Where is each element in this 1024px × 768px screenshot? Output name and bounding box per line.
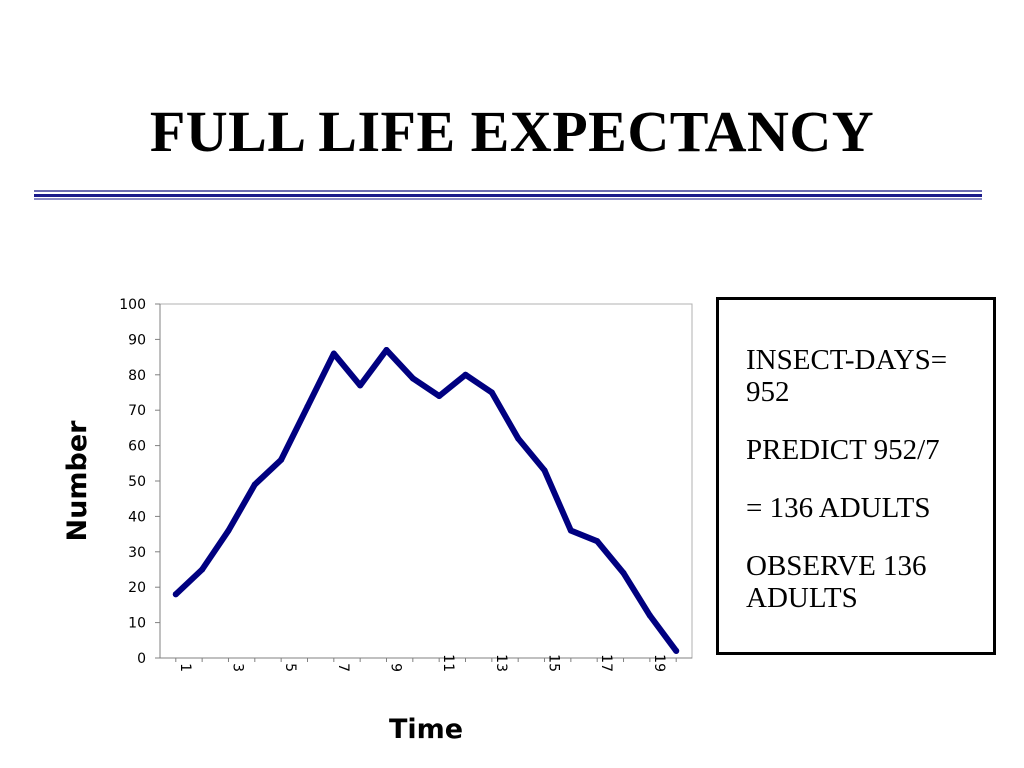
x-tick-label: 17 xyxy=(598,654,614,672)
title-rule xyxy=(34,190,982,200)
info-line-insect-days: INSECT-DAYS= 952 xyxy=(746,344,948,408)
y-tick-label: 20 xyxy=(128,580,146,596)
y-tick-label: 60 xyxy=(128,439,146,455)
data-point xyxy=(225,527,232,534)
data-point xyxy=(330,350,337,357)
x-tick-label: 15 xyxy=(546,654,562,672)
data-point xyxy=(541,467,548,474)
x-tick-label: 7 xyxy=(335,663,351,672)
data-point xyxy=(409,375,416,382)
y-tick-label: 0 xyxy=(137,651,146,667)
data-point xyxy=(251,481,258,488)
data-point xyxy=(172,591,179,598)
x-tick-label: 11 xyxy=(440,654,456,672)
data-point xyxy=(620,570,627,577)
data-point xyxy=(199,566,206,573)
x-tick-label: 3 xyxy=(229,663,245,672)
y-tick-label: 100 xyxy=(119,297,146,313)
data-point xyxy=(567,527,574,534)
info-box: INSECT-DAYS= 952 PREDICT 952/7 = 136 ADU… xyxy=(716,297,996,655)
data-point xyxy=(304,403,311,410)
data-point xyxy=(383,347,390,354)
slide-title: FULL LIFE EXPECTANCY xyxy=(149,99,875,164)
y-tick-label: 10 xyxy=(128,616,146,632)
data-point xyxy=(646,612,653,619)
info-line-predict: PREDICT 952/7 xyxy=(746,434,940,466)
data-point xyxy=(594,538,601,545)
info-line-adults: = 136 ADULTS xyxy=(746,492,931,524)
y-tick-label: 50 xyxy=(128,474,146,490)
y-tick-label: 70 xyxy=(128,403,146,419)
plot-area xyxy=(159,303,693,659)
series-line xyxy=(172,347,680,654)
data-point xyxy=(462,371,469,378)
x-tick-label: 9 xyxy=(387,663,403,672)
y-tick-label: 90 xyxy=(128,332,146,348)
info-line-observe: OBSERVE 136 ADULTS xyxy=(746,550,927,614)
x-tick-label: 1 xyxy=(177,663,193,672)
y-tick-label: 80 xyxy=(128,368,146,384)
data-point xyxy=(488,389,495,396)
x-tick-label: 19 xyxy=(651,654,667,672)
data-point xyxy=(515,435,522,442)
y-tick-label: 40 xyxy=(128,509,146,525)
data-point xyxy=(278,456,285,463)
y-axis-label: Number xyxy=(62,420,93,542)
x-axis-label: Time xyxy=(389,714,463,745)
y-tick-label: 30 xyxy=(128,545,146,561)
data-point xyxy=(357,382,364,389)
x-tick-label: 13 xyxy=(493,654,509,672)
data-point xyxy=(673,647,680,654)
data-point xyxy=(436,393,443,400)
x-tick-label: 5 xyxy=(282,663,298,672)
